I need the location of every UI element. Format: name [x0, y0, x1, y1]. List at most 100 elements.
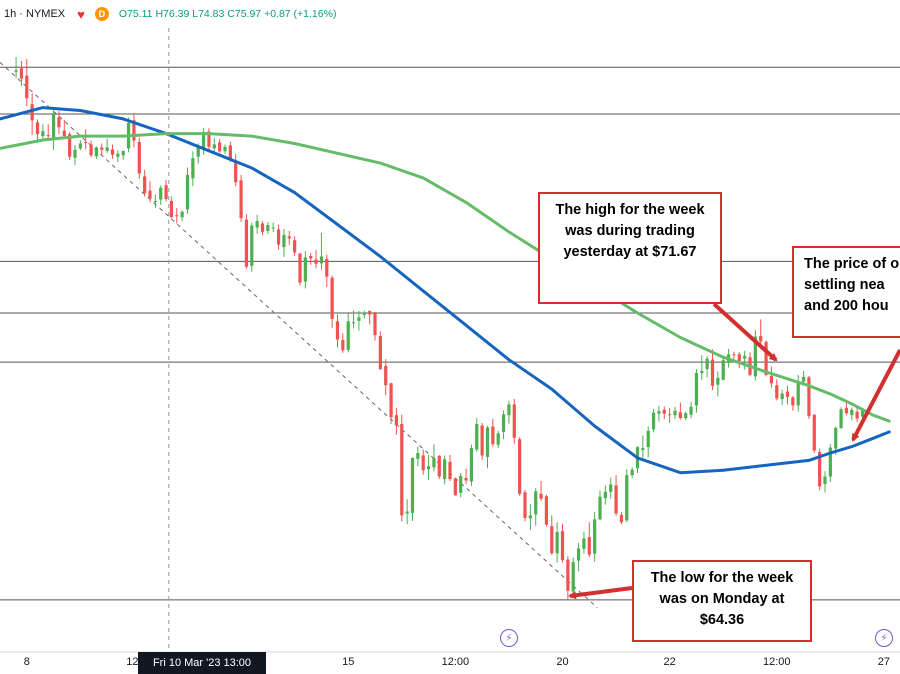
x-tick-label: 15: [342, 656, 355, 668]
candle-body: [196, 146, 200, 157]
annotation-arrows-layer: [568, 302, 900, 600]
ohlc-high: H76.39: [155, 8, 190, 20]
candle-body: [684, 413, 688, 419]
candle-body: [593, 519, 597, 554]
candle-body: [700, 370, 704, 373]
candle-body: [469, 448, 474, 482]
candle-body: [84, 141, 88, 143]
candle-body: [110, 149, 115, 155]
candle-body: [743, 355, 747, 359]
candle-body: [357, 317, 361, 321]
candle-body: [394, 415, 399, 426]
candle-body: [614, 485, 618, 514]
candle-body: [630, 469, 634, 476]
candle-body: [94, 147, 99, 157]
ohlc-change: +0.87 (+1.16%): [264, 8, 337, 20]
candle-body: [828, 447, 832, 477]
candle-body: [234, 162, 238, 183]
candle-body: [218, 142, 222, 152]
candle-body: [512, 404, 516, 438]
candle-body: [116, 153, 120, 157]
candle-body: [759, 336, 763, 342]
candle-body: [169, 200, 174, 218]
candle-body: [346, 321, 350, 350]
candle-body: [539, 493, 543, 499]
candle-body: [598, 496, 602, 520]
candle-body: [566, 559, 570, 591]
d-badge[interactable]: D: [94, 7, 109, 21]
x-tick-label: 12:00: [763, 656, 791, 668]
candle-body: [678, 412, 682, 419]
event-marker-icon[interactable]: ⚡: [499, 629, 518, 647]
candle-body: [496, 433, 500, 445]
candle-body: [834, 427, 838, 449]
ohlc-values: O75.11 H76.39 L74.83 C75.97 +0.87 (+1.16…: [119, 8, 337, 20]
candle-body: [19, 68, 24, 79]
candle-body: [121, 150, 125, 156]
candle-body: [769, 375, 774, 384]
candle-body: [448, 461, 452, 480]
candle-body: [823, 476, 827, 484]
candle-body: [582, 538, 586, 549]
candle-body: [625, 475, 629, 521]
candle-body: [212, 144, 216, 149]
candle-body: [143, 176, 147, 194]
candle-body: [673, 410, 677, 416]
candle-body: [662, 409, 666, 414]
candle-body: [475, 424, 479, 450]
candle-body: [132, 120, 136, 141]
candle-body: [293, 240, 297, 253]
x-tick-label: 27: [877, 656, 891, 668]
candle-body: [796, 381, 800, 406]
candle-body: [860, 410, 865, 417]
moving-averages-layer: [0, 106, 891, 475]
candle-body: [35, 122, 40, 135]
candle-body: [191, 158, 195, 179]
ma100-line: [0, 106, 891, 475]
x-tick-label: 22: [663, 656, 676, 668]
heart-icon[interactable]: ♥: [77, 6, 85, 22]
candle-body: [400, 424, 404, 516]
candle-body: [105, 147, 109, 151]
candle-body: [201, 132, 206, 149]
candle-body: [282, 234, 286, 248]
candle-body: [368, 311, 372, 315]
candle-body: [330, 277, 334, 319]
candle-body: [276, 229, 281, 245]
candle-body: [89, 144, 93, 156]
candle-body: [443, 459, 447, 480]
x-axis: 8 12: 15 12:00 20 22 12:00 27: [0, 652, 900, 674]
symbol-label[interactable]: 1h · NYMEX: [4, 8, 66, 20]
candle-body: [303, 257, 307, 282]
candle-body: [335, 321, 340, 340]
candle-body: [319, 256, 324, 264]
chart-header: 1h · NYMEX ♥ D O75.11 H76.39 L74.83 C75.…: [0, 0, 900, 28]
horizontal-levels: [0, 66, 900, 601]
candle-body: [153, 200, 157, 202]
x-tick-label: 12:00: [441, 656, 470, 668]
candle-body: [389, 383, 393, 418]
candle-body: [410, 457, 415, 513]
event-marker-icon[interactable]: ⚡: [874, 629, 893, 647]
candle-body: [405, 511, 409, 514]
low-arrow: [568, 586, 633, 600]
candle-body: [14, 70, 18, 72]
ma200-line: [0, 132, 891, 423]
ohlc-open: O75.11: [118, 8, 153, 20]
candle-body: [807, 377, 811, 417]
candle-body: [362, 312, 366, 315]
candle-body: [480, 425, 484, 456]
candle-body: [432, 457, 436, 468]
trendline-layer: [0, 62, 598, 609]
candle-body: [550, 526, 554, 554]
candle-body: [73, 149, 77, 158]
candle-body: [159, 187, 163, 200]
candle-body: [378, 336, 382, 369]
candle-body: [775, 385, 779, 399]
candle-body: [266, 225, 270, 231]
candle-body: [571, 562, 575, 592]
candle-body: [180, 211, 184, 218]
candle-body: [453, 478, 457, 496]
trendline: [0, 62, 598, 609]
candle-body: [137, 141, 141, 174]
